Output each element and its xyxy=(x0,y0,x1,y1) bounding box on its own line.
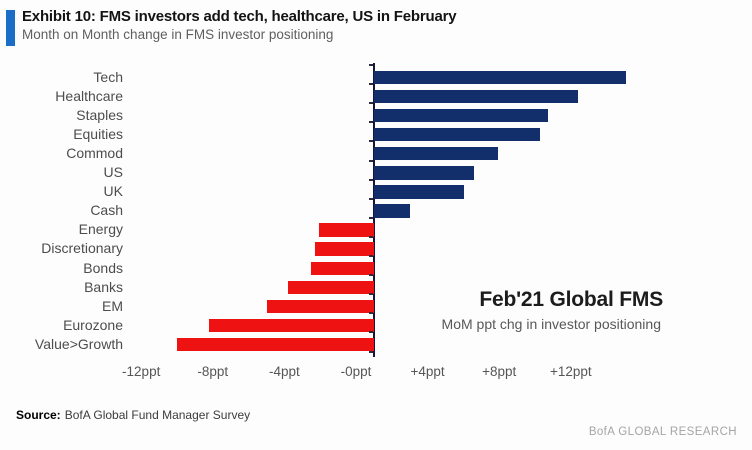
category-label-staples: Staples xyxy=(76,106,123,123)
category-label-energy: Energy xyxy=(78,221,123,238)
category-axis-tick xyxy=(369,216,373,219)
x-tick-12ppt: +12ppt xyxy=(549,364,592,379)
bar-healthcare xyxy=(374,89,579,104)
category-label-cash: Cash xyxy=(90,202,123,219)
x-tick-4ppt: +4ppt xyxy=(410,364,445,379)
x-tick-0ppt: -0ppt xyxy=(340,364,372,379)
category-label-uk: UK xyxy=(103,183,123,200)
category-axis-tick xyxy=(369,83,373,86)
source-label: Source: xyxy=(16,408,61,422)
title-accent-bar xyxy=(6,10,15,46)
category-axis-tick xyxy=(369,255,373,257)
source-text: BofA Global Fund Manager Survey xyxy=(64,408,251,422)
category-axis-tick xyxy=(369,235,373,238)
category-label-equities: Equities xyxy=(73,125,123,142)
category-axis-tick xyxy=(369,102,373,105)
category-axis-tick xyxy=(369,121,373,124)
bar-value-growth xyxy=(177,337,374,352)
bar-energy xyxy=(318,223,374,237)
category-axis-tick xyxy=(369,274,373,277)
category-axis-tick xyxy=(369,178,373,181)
x-tick-8ppt: +8ppt xyxy=(482,364,517,379)
bar-eurozone xyxy=(209,318,374,333)
brand-text: BofA GLOBAL RESEARCH xyxy=(588,426,737,438)
category-axis-tick xyxy=(369,331,373,334)
category-axis-tick xyxy=(369,197,373,200)
category-axis-tick xyxy=(369,312,373,315)
bar-equities xyxy=(374,127,541,142)
category-label-eurozone: Eurozone xyxy=(63,316,123,333)
category-label-tech: Tech xyxy=(93,68,123,85)
x-tick-8ppt: -8ppt xyxy=(197,364,229,379)
bar-discretionary xyxy=(314,242,374,256)
exhibit-title: Exhibit 10: FMS investors add tech, heal… xyxy=(22,8,457,25)
annotation-title: Feb'21 Global FMS xyxy=(479,288,663,311)
source-line: Source: BofA Global Fund Manager Survey xyxy=(16,408,250,422)
x-tick-4ppt: -4ppt xyxy=(269,364,300,379)
bar-banks xyxy=(288,280,374,295)
category-label-bonds: Bonds xyxy=(83,259,123,276)
category-axis-tick xyxy=(369,350,373,353)
bar-staples xyxy=(374,108,548,123)
category-label-em: EM xyxy=(102,297,123,314)
category-label-commod: Commod xyxy=(66,144,123,161)
bar-bonds xyxy=(311,261,374,275)
category-label-healthcare: Healthcare xyxy=(55,87,123,104)
exhibit-subtitle: Month on Month change in FMS investor po… xyxy=(22,27,334,42)
bar-us xyxy=(374,166,475,180)
category-label-value-growth: Value>Growth xyxy=(34,335,123,352)
category-label-banks: Banks xyxy=(84,278,123,295)
bar-uk xyxy=(374,185,464,199)
annotation-subtitle: MoM ppt chg in investor positioning xyxy=(441,316,661,332)
category-label-us: US xyxy=(103,164,123,180)
category-axis-tick xyxy=(369,140,373,143)
bar-cash xyxy=(374,204,410,218)
bar-commod xyxy=(374,146,498,161)
bar-tech xyxy=(374,70,627,84)
category-axis-tick xyxy=(369,159,373,162)
category-axis-tick xyxy=(369,293,373,296)
x-tick-12ppt: -12ppt xyxy=(122,364,161,379)
bar-em xyxy=(266,299,374,314)
category-axis-tick xyxy=(369,64,373,66)
category-label-discretionary: Discretionary xyxy=(41,240,123,257)
